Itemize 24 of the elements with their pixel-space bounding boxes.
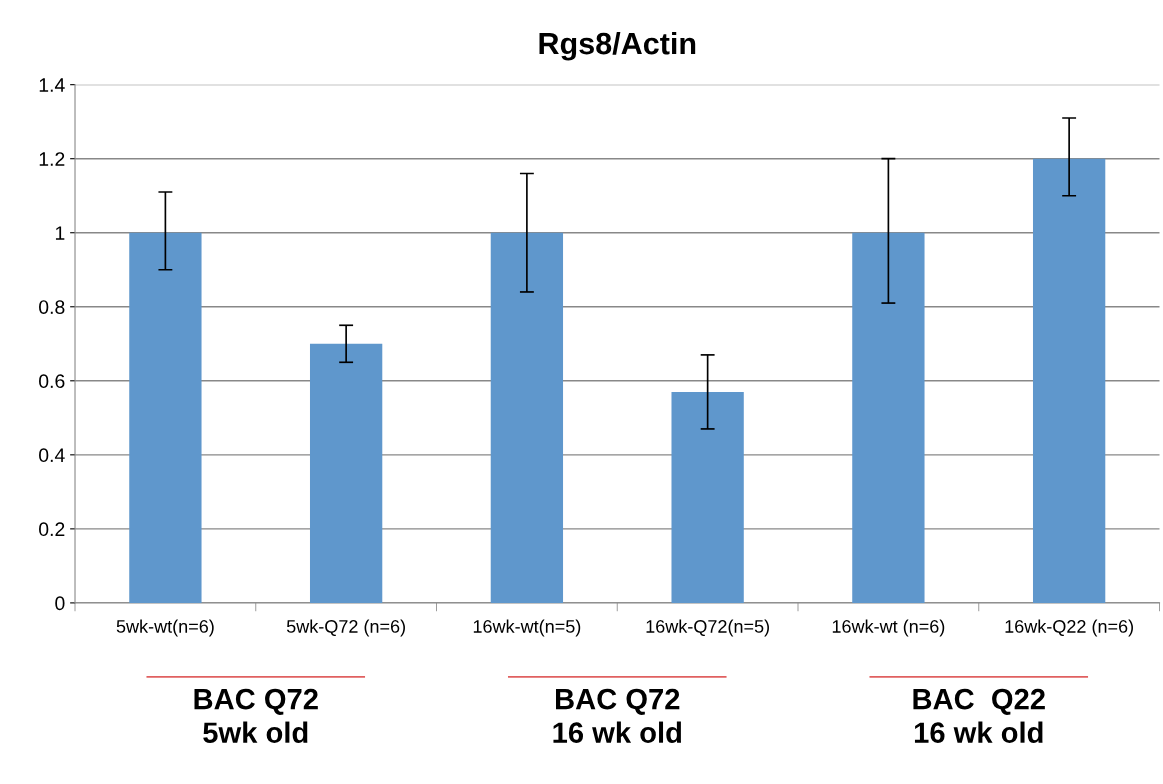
text: BAC Q72 5wk old <box>194 688 318 743</box>
y-tick-label: 1 <box>55 226 65 240</box>
bar <box>671 391 744 603</box>
text: BAC Q22 16 wk old <box>913 688 1045 743</box>
y-tick-label: 0.2 <box>39 522 65 537</box>
x-tick-label: 16wk-wt (n=6) <box>832 619 945 637</box>
x-tick-label: 16wk-wt(n=5) <box>473 619 581 637</box>
x-tick-label: 5wk-wt(n=6) <box>116 619 214 637</box>
bar <box>852 232 925 603</box>
y-tick-label: 0 <box>55 596 65 611</box>
text: BAC Q72 16 wk old <box>553 688 681 743</box>
x-tick-label: 5wk-Q72 (n=6) <box>286 619 405 637</box>
y-tick-label: 1.4 <box>39 78 65 92</box>
x-tick-label: 16wk-Q22 (n=6) <box>1005 619 1133 637</box>
y-tick-label: 1.2 <box>39 152 65 166</box>
bar <box>129 232 202 603</box>
chart-title: Rgs8/Actin <box>539 31 696 61</box>
bar <box>490 232 564 603</box>
y-tick-label: 0.6 <box>39 374 65 389</box>
bar <box>309 343 383 603</box>
x-tick-label: 16wk-Q72(n=5) <box>646 619 769 637</box>
y-tick-label: 0.4 <box>39 448 65 463</box>
y-tick-label: 0.8 <box>39 300 65 315</box>
bar <box>1032 158 1106 603</box>
